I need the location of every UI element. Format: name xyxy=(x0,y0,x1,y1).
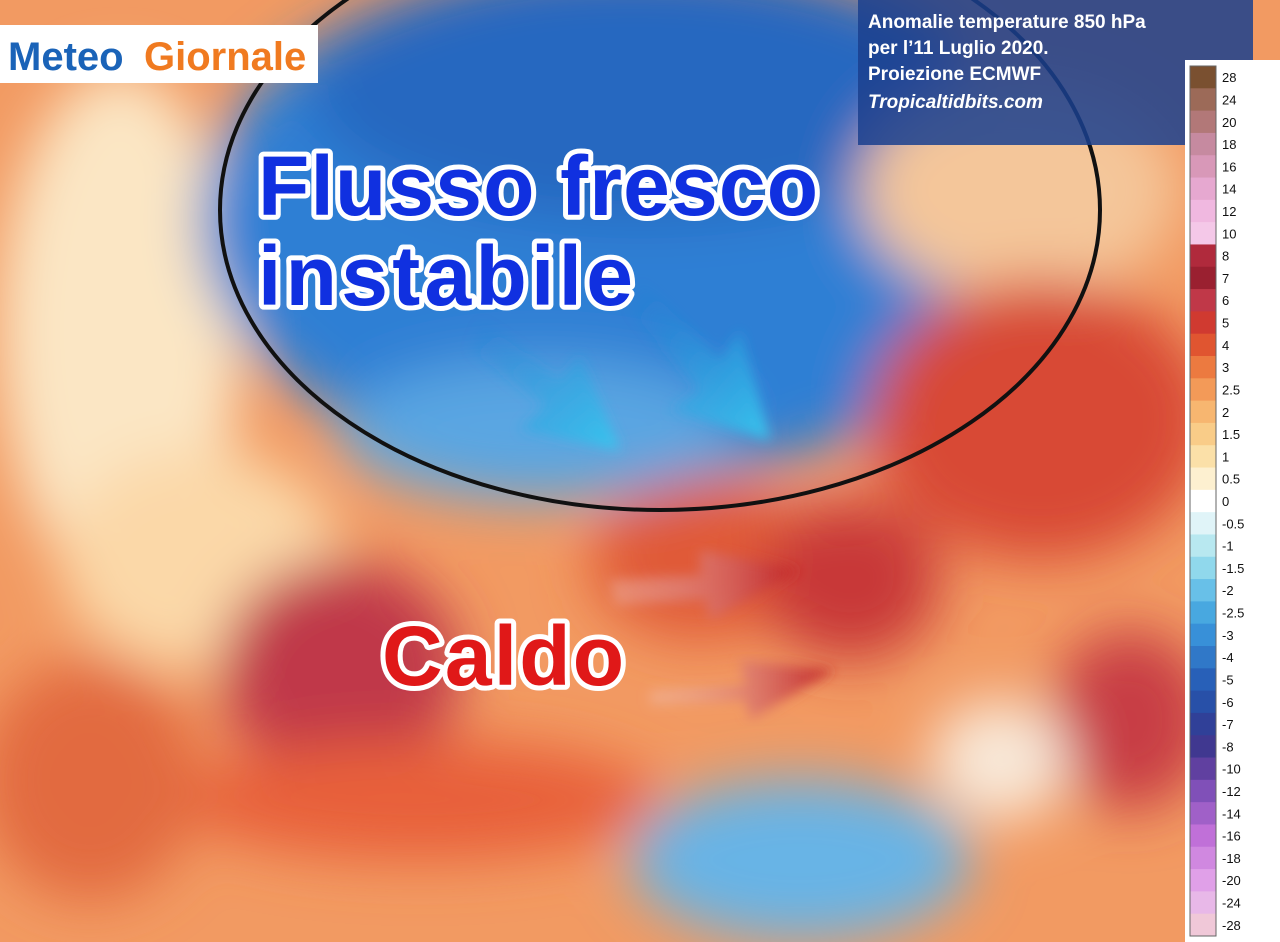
arrows xyxy=(470,280,835,720)
colorbar-swatch xyxy=(1190,779,1216,803)
annotation: Caldo xyxy=(382,609,624,703)
colorbar-swatch xyxy=(1190,690,1216,714)
colorbar-label: -24 xyxy=(1222,896,1241,911)
colorbar-label: 20 xyxy=(1222,115,1236,130)
colorbar-label: 24 xyxy=(1222,92,1236,107)
colorbar-swatch xyxy=(1190,623,1216,647)
colorbar-label: -3 xyxy=(1222,628,1234,643)
colorbar-label: 5 xyxy=(1222,316,1229,331)
colorbar-swatch xyxy=(1190,199,1216,223)
colorbar-frame xyxy=(1189,65,1217,937)
colorbar-label: 16 xyxy=(1222,159,1236,174)
colorbar-swatch xyxy=(1190,802,1216,825)
colorbar-label: -20 xyxy=(1222,873,1241,888)
colorbar-swatch xyxy=(1190,155,1216,179)
info-box-text: Anomalie temperature 850 hPa per l’11 Lu… xyxy=(868,12,1146,113)
colorbar-swatch xyxy=(1190,712,1216,736)
colorbar-swatch xyxy=(1190,66,1216,89)
colorbar-swatch xyxy=(1190,177,1216,201)
colorbar-label: 0 xyxy=(1222,494,1229,509)
colorbar-label: -2.5 xyxy=(1222,606,1244,621)
colorbar-swatch xyxy=(1190,88,1216,112)
colorbar-label: -2 xyxy=(1222,583,1234,598)
colorbar-label: 18 xyxy=(1222,137,1236,152)
colorbar-swatch xyxy=(1190,668,1216,692)
colorbar-label: 2 xyxy=(1222,405,1229,420)
colorbar-label: -18 xyxy=(1222,851,1241,866)
colorbar-swatch xyxy=(1190,244,1216,268)
colorbar-label: 12 xyxy=(1222,204,1236,219)
colorbar-label: 6 xyxy=(1222,293,1229,308)
colorbar-label: 10 xyxy=(1222,226,1236,241)
colorbar-swatch xyxy=(1190,757,1216,781)
colorbar-label: -10 xyxy=(1222,762,1241,777)
colorbar-swatch xyxy=(1190,132,1216,156)
colorbar-swatch xyxy=(1190,824,1216,848)
annotation: instabile xyxy=(258,229,633,323)
colorbar-label: 2.5 xyxy=(1222,382,1240,397)
logo-text: Meteo xyxy=(8,35,124,79)
logo-text: Giornale xyxy=(144,35,306,79)
colorbar-label: -6 xyxy=(1222,695,1234,710)
colorbar-label: 28 xyxy=(1222,70,1236,85)
colorbar-label: 7 xyxy=(1222,271,1229,286)
colorbar-swatch xyxy=(1190,534,1216,558)
colorbar-label: -1.5 xyxy=(1222,561,1244,576)
colorbar-swatch xyxy=(1190,556,1216,580)
colorbar-label: -5 xyxy=(1222,672,1234,687)
colorbar-swatch xyxy=(1190,467,1216,491)
colorbar-swatch xyxy=(1190,891,1216,915)
colorbar-label: -8 xyxy=(1222,739,1234,754)
colorbar-swatch xyxy=(1190,333,1216,357)
colorbar-label: 3 xyxy=(1222,360,1229,375)
colorbar-label: -12 xyxy=(1222,784,1241,799)
colorbar-label: -0.5 xyxy=(1222,516,1244,531)
info-line: Tropicaltidbits.com xyxy=(868,92,1043,113)
colorbar-label: -7 xyxy=(1222,717,1234,732)
logo-background xyxy=(0,25,318,83)
colorbar-label: -28 xyxy=(1222,918,1241,933)
colorbar-swatch xyxy=(1190,489,1216,513)
colorbar-swatch xyxy=(1190,356,1216,379)
colorbar-swatch xyxy=(1190,311,1216,335)
colorbar-swatch xyxy=(1190,512,1216,535)
colorbar-label: 1 xyxy=(1222,449,1229,464)
colorbar-swatch xyxy=(1190,601,1216,625)
colorbar-swatch xyxy=(1190,378,1216,402)
colorbar-swatch xyxy=(1190,646,1216,669)
colorbar-label: -4 xyxy=(1222,650,1234,665)
annotation: Flusso fresco xyxy=(258,139,818,233)
info-line: Anomalie temperature 850 hPa xyxy=(868,12,1146,33)
colorbar-swatch xyxy=(1190,846,1216,870)
colorbar-label: -14 xyxy=(1222,806,1241,821)
colorbar-label: 0.5 xyxy=(1222,472,1240,487)
colorbar-swatch xyxy=(1190,869,1216,892)
colorbar-swatch xyxy=(1190,110,1216,134)
colorbar-swatch xyxy=(1190,735,1216,759)
colorbar-label: 8 xyxy=(1222,249,1229,264)
colorbar-label: 4 xyxy=(1222,338,1229,353)
colorbar-swatch xyxy=(1190,913,1216,937)
colorbar-swatch xyxy=(1190,422,1216,446)
colorbar-swatch xyxy=(1190,266,1216,290)
colorbar-swatch xyxy=(1190,222,1216,245)
colorbar-swatch xyxy=(1190,445,1216,469)
colorbar-label: 1.5 xyxy=(1222,427,1240,442)
info-line: per l’11 Luglio 2020. xyxy=(868,38,1049,59)
colorbar-label: -1 xyxy=(1222,539,1234,554)
colorbar-swatch xyxy=(1190,289,1216,312)
colorbar-swatch xyxy=(1190,579,1216,602)
colorbar-label: -16 xyxy=(1222,829,1241,844)
colorbar-swatch xyxy=(1190,400,1216,424)
colorbar-label: 14 xyxy=(1222,182,1236,197)
info-line: Proiezione ECMWF xyxy=(868,64,1041,85)
colorbar: 28 24 20 18 16 14 12 10 8 7 6 5 4 3 2.5 2 1.5 1 0.5 0 -0.5 -1… xyxy=(1189,65,1244,937)
